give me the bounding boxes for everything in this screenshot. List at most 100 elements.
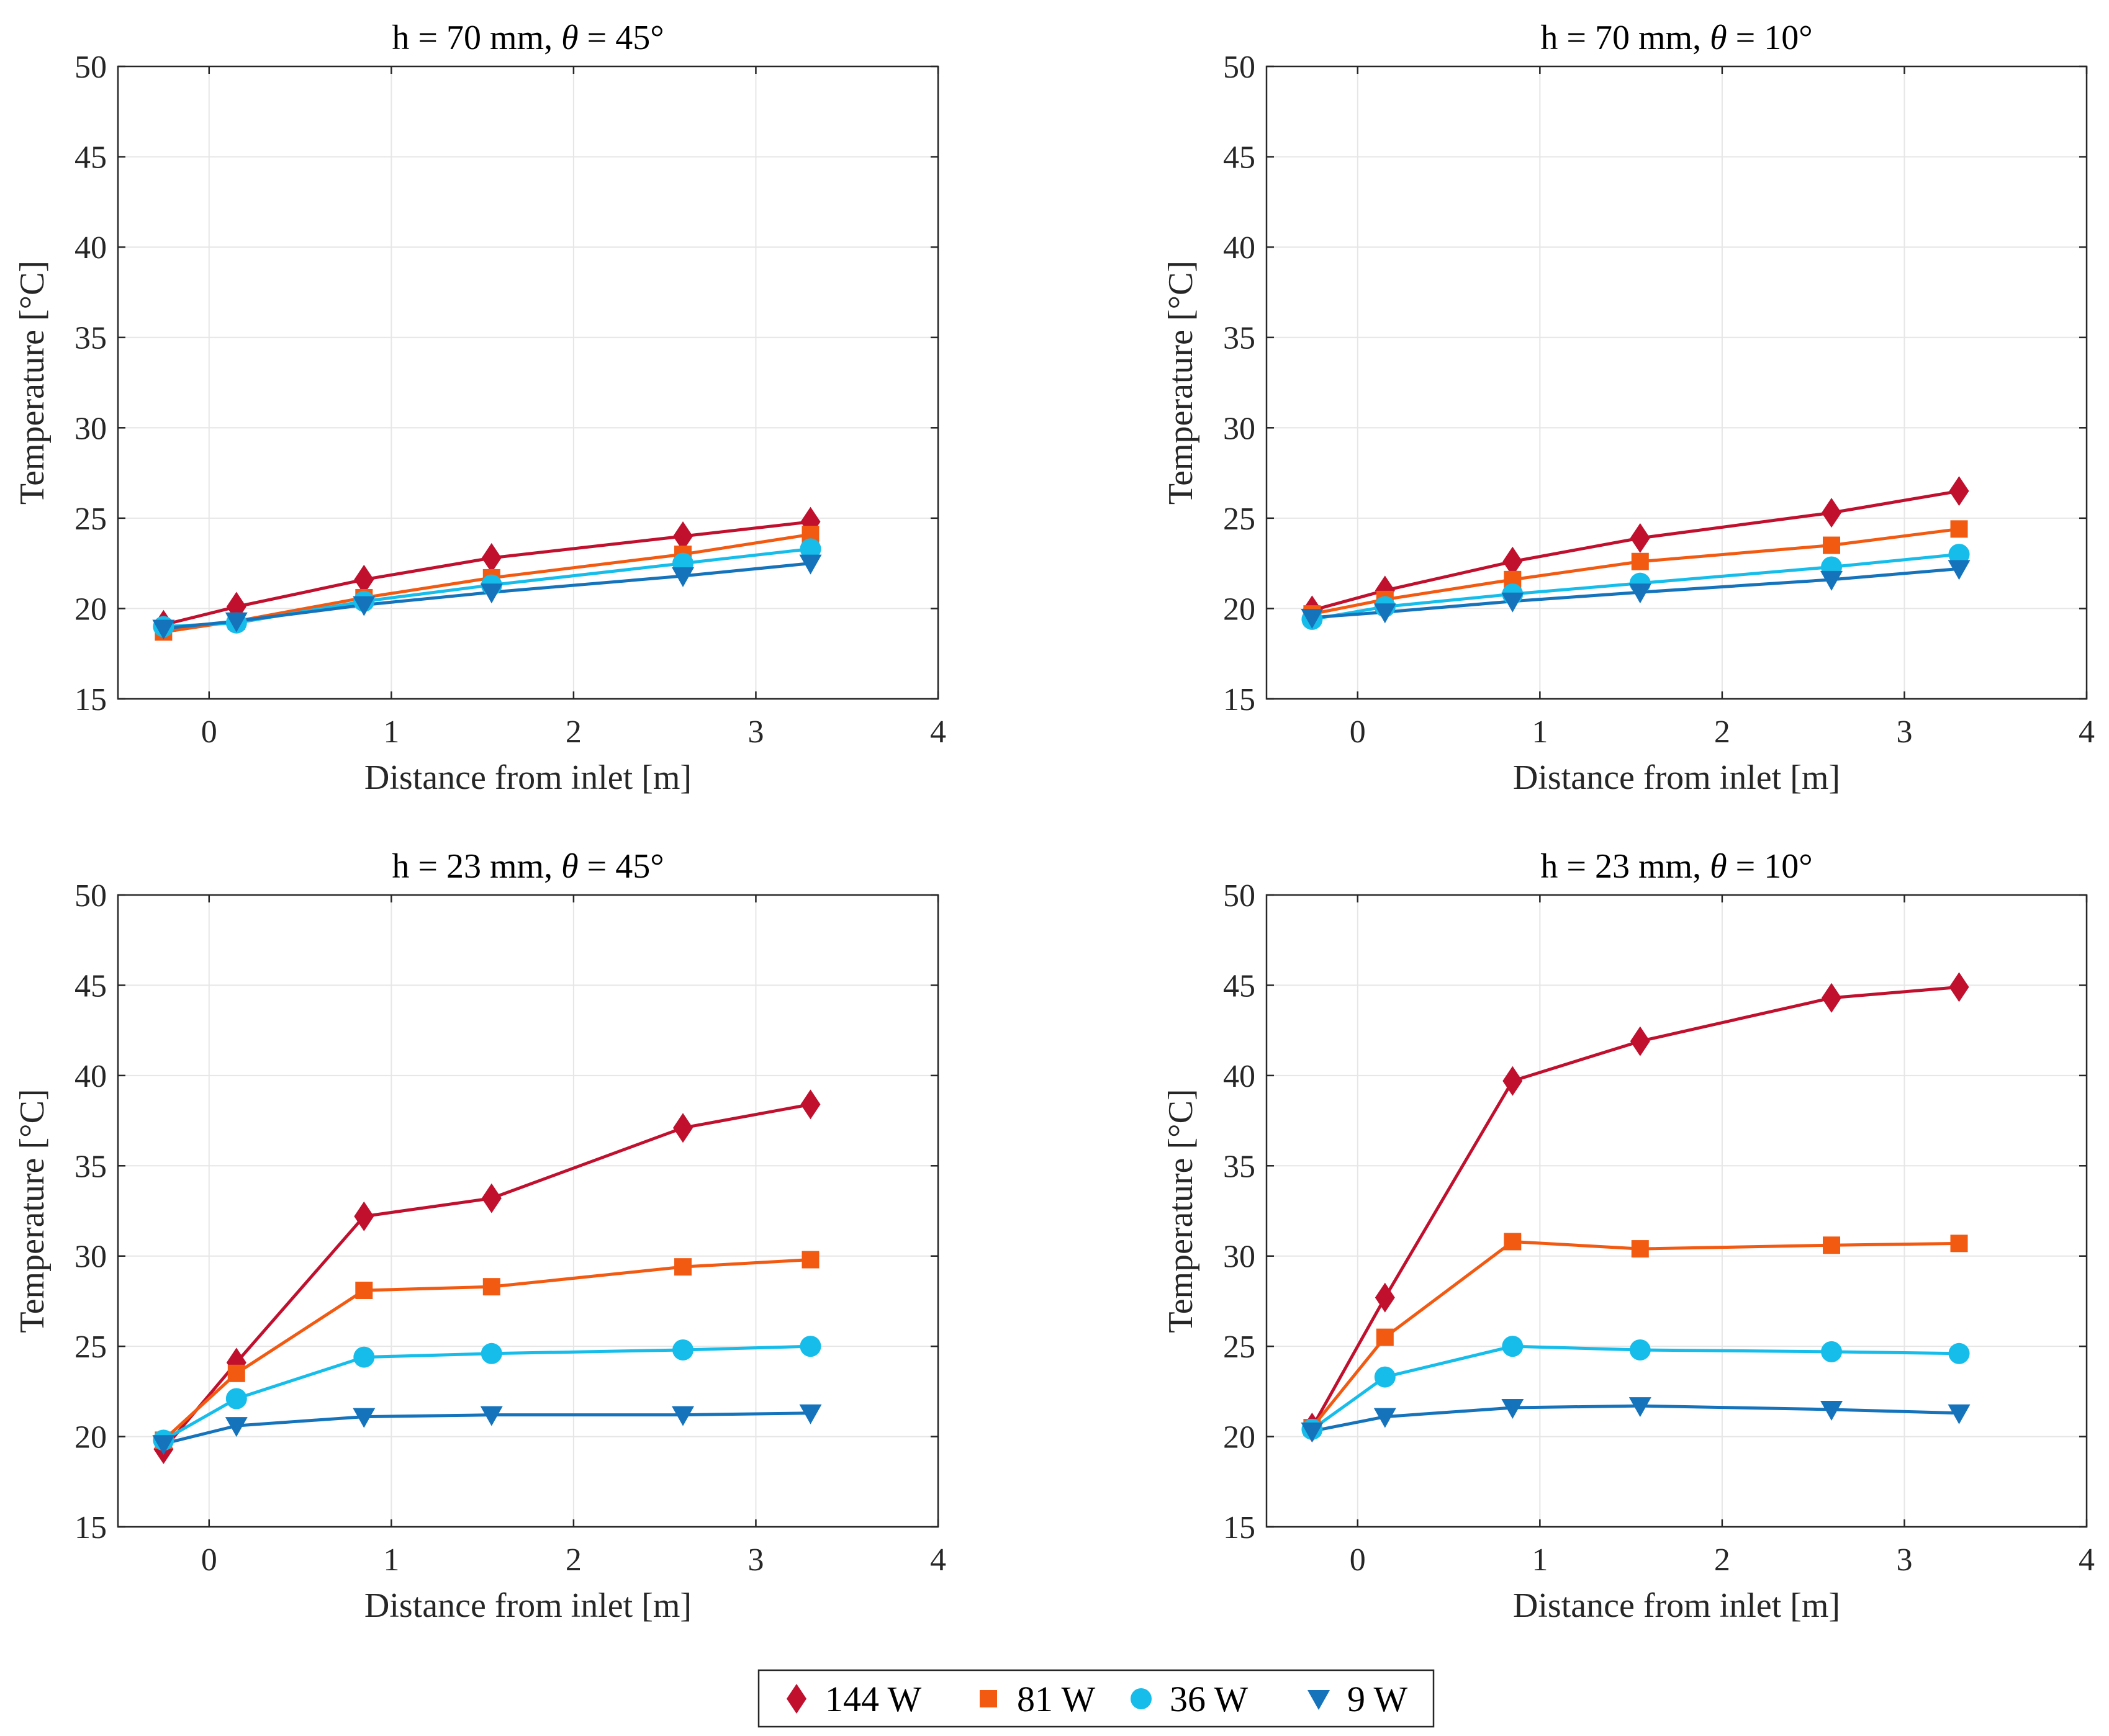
chart-title-suffix: = 10°: [1727, 847, 1813, 886]
data-point-36w: [225, 1388, 247, 1410]
y-tick-label: 20: [1223, 591, 1255, 627]
plot-area: [1267, 895, 2087, 1527]
data-point-9w: [1501, 592, 1524, 613]
y-tick-label: 20: [75, 591, 107, 627]
data-point-36w: [1948, 1342, 1970, 1364]
plot-area: [118, 66, 938, 699]
chart-title-suffix: = 45°: [579, 847, 664, 886]
series-line-9w: [163, 1411, 811, 1446]
plot-area: [118, 895, 938, 1527]
y-tick-label: 15: [75, 1510, 107, 1545]
data-point-144w: [1502, 546, 1523, 577]
legend-label: 36 W: [1170, 1679, 1248, 1719]
series-line-36w: [1311, 1344, 1959, 1431]
series-line-9w: [1312, 567, 1959, 619]
y-tick-label: 35: [1223, 1149, 1255, 1184]
data-point-9w: [152, 619, 175, 640]
axes-frame: [1265, 894, 2088, 1528]
series-line-81w: [162, 1258, 811, 1442]
data-point-9w: [1373, 1408, 1396, 1428]
legend-marker: [787, 1684, 806, 1714]
chart-panel-3: 0 1 2 3 4 15 20 25 30 35 40 45 50 h = 23 mm, θ = 45° D…: [13, 847, 946, 1625]
y-tick-label: 25: [1223, 501, 1255, 537]
y-axis-label: Temperature [°C]: [1162, 1089, 1200, 1333]
axes-frame: [1265, 65, 2088, 700]
series-line-36w: [1311, 552, 1959, 621]
y-tick-label: 25: [75, 1329, 107, 1365]
y-tick-label: 45: [1223, 968, 1255, 1004]
data-point-9w: [353, 1408, 376, 1428]
series-line-36w: [163, 1344, 811, 1442]
data-point-36w: [672, 1339, 694, 1360]
series-line-81w: [1311, 1239, 1959, 1429]
data-point-36w: [1629, 1339, 1651, 1360]
chart-panel-2: 0 1 2 3 4 15 20 25 30 35 40 45 50 h = 70 mm, θ = 10° D…: [1162, 19, 2095, 797]
y-tick-label: 45: [75, 140, 107, 176]
y-tick-label: 30: [75, 411, 107, 446]
axes-frame: [117, 65, 939, 700]
x-tick-label: 0: [201, 714, 217, 750]
x-tick-label: 1: [1532, 1542, 1548, 1578]
x-tick-label: 0: [201, 1542, 217, 1578]
legend-item-36w: 36 W: [1131, 1679, 1248, 1719]
x-tick-label: 1: [383, 714, 399, 750]
data-point-81w: [227, 1364, 245, 1382]
y-tick-label: 30: [1223, 411, 1255, 446]
data-point-9w: [1301, 1422, 1324, 1442]
chart-title: h = 23 mm, θ = 45°: [392, 847, 664, 886]
legend-label: 144 W: [825, 1679, 921, 1719]
data-point-144w: [481, 542, 502, 573]
x-tick-label: 2: [1714, 714, 1730, 750]
x-tick-label: 2: [566, 1542, 582, 1578]
y-axis-label: Temperature [°C]: [13, 261, 52, 505]
data-point-9w: [1948, 1404, 1971, 1424]
x-tick-label: 3: [1896, 714, 1912, 750]
y-tick-label: 50: [1223, 50, 1255, 85]
data-point-36w: [1948, 544, 1970, 565]
data-point-9w: [1501, 1399, 1524, 1419]
legend-label: 81 W: [1017, 1679, 1095, 1719]
data-point-9w: [1820, 1400, 1843, 1421]
data-point-81w: [1950, 1235, 1968, 1253]
data-point-144w: [354, 1201, 374, 1231]
chart-title-prefix: h = 23 mm,: [1540, 847, 1710, 886]
data-point-144w: [673, 521, 693, 551]
x-tick-label: 1: [383, 1542, 399, 1578]
legend-marker: [980, 1690, 997, 1707]
data-point-36w: [1821, 1341, 1843, 1362]
x-tick-label: 2: [1714, 1542, 1730, 1578]
data-point-81w: [355, 1281, 373, 1299]
y-axis-label: Temperature [°C]: [1162, 261, 1200, 505]
chart-panel-1: 0 1 2 3 4 15 20 25 30 35 40 45 50 h = 70 mm, θ = 45° D…: [13, 19, 946, 797]
x-tick-label: 3: [747, 714, 764, 750]
data-point-36w: [800, 1336, 821, 1357]
y-tick-label: 30: [1223, 1239, 1255, 1275]
data-point-9w: [1373, 603, 1396, 624]
chart-title-symbol: θ: [1710, 847, 1727, 886]
x-tick-label: 4: [930, 1542, 946, 1578]
legend: 144 W 81 W 36 W 9 W: [757, 1669, 1435, 1728]
series-line-144w: [1311, 985, 1959, 1429]
data-point-9w: [225, 1417, 248, 1437]
data-point-9w: [799, 1404, 822, 1424]
data-point-9w: [672, 567, 695, 588]
y-tick-label: 15: [1223, 1510, 1255, 1545]
data-point-81w: [482, 1278, 500, 1296]
chart-title-prefix: h = 70 mm,: [392, 19, 561, 57]
x-axis-label: Distance from inlet [m]: [364, 758, 692, 797]
y-tick-label: 35: [75, 1149, 107, 1184]
data-point-9w: [225, 612, 248, 632]
y-tick-label: 40: [1223, 1059, 1255, 1094]
legend-marker: [1131, 1688, 1152, 1709]
legend-item-81w: 81 W: [980, 1679, 1095, 1719]
data-point-36w: [353, 1346, 375, 1368]
data-point-9w: [480, 583, 503, 604]
data-point-144w: [1822, 498, 1842, 528]
y-tick-label: 30: [75, 1239, 107, 1275]
data-point-9w: [480, 1406, 503, 1426]
x-axis-label: Distance from inlet [m]: [364, 1586, 692, 1625]
x-tick-label: 2: [566, 714, 582, 750]
series-line-144w: [162, 1102, 811, 1450]
y-tick-label: 50: [75, 50, 107, 85]
